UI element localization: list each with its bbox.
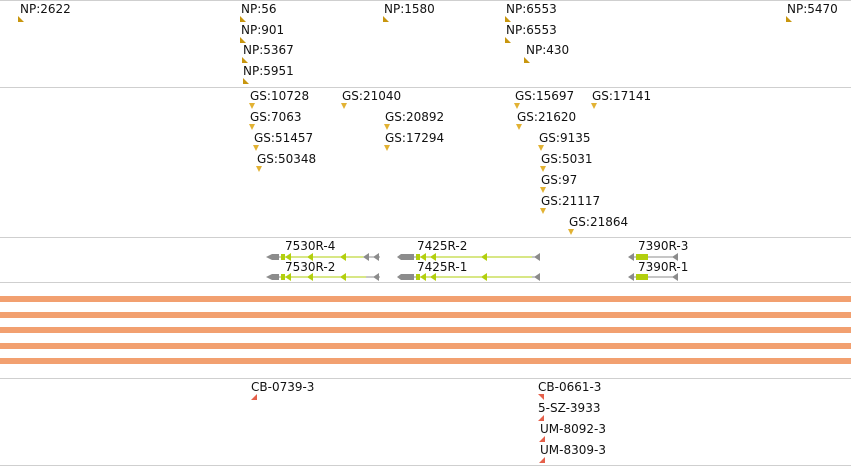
gs-marker-icon xyxy=(540,166,546,172)
gs-feature-label: GS:21040 xyxy=(342,89,402,103)
gs-feature-label: GS:5031 xyxy=(541,152,593,166)
gene-model-7390R-3[interactable] xyxy=(628,253,678,261)
cb-marker-icon xyxy=(539,457,545,463)
np-marker-icon xyxy=(240,16,246,22)
gene-label: 7425R-1 xyxy=(417,260,468,274)
band-bar[interactable] xyxy=(0,312,851,318)
gs-feature-label: GS:7063 xyxy=(250,110,302,124)
np-marker-icon xyxy=(383,16,389,22)
gs-marker-icon xyxy=(591,103,597,109)
gene-label: 7530R-4 xyxy=(285,239,336,253)
band-bar[interactable] xyxy=(0,327,851,333)
gs-feature-label: GS:21117 xyxy=(541,194,601,208)
band-bar[interactable] xyxy=(0,358,851,364)
gs-marker-icon xyxy=(514,103,520,109)
gs-feature-label: GS:17294 xyxy=(385,131,445,145)
cb-marker-icon xyxy=(539,436,545,442)
gene-model-7425R-1[interactable] xyxy=(397,273,540,281)
gs-marker-icon xyxy=(568,229,574,235)
cb-feature-label: CB-0661-3 xyxy=(538,380,602,394)
cb-marker-icon xyxy=(538,394,544,400)
track-separator-gs-genes xyxy=(0,237,851,238)
band-bar[interactable] xyxy=(0,296,851,302)
np-marker-icon xyxy=(786,16,792,22)
gene-model-7530R-4[interactable] xyxy=(266,253,380,261)
gs-marker-icon xyxy=(516,124,522,130)
np-marker-icon xyxy=(242,57,248,63)
gs-marker-icon xyxy=(249,103,255,109)
gene-model-7390R-1[interactable] xyxy=(628,273,678,281)
cb-feature-label: UM-8309-3 xyxy=(540,443,606,457)
np-feature-label: NP:6553 xyxy=(506,2,557,16)
gene-label: 7425R-2 xyxy=(417,239,468,253)
gene-glyphs xyxy=(266,253,678,281)
cb-feature-label: CB-0739-3 xyxy=(251,380,315,394)
gs-feature-label: GS:51457 xyxy=(254,131,314,145)
gs-marker-icon xyxy=(540,187,546,193)
track-separator-genes-bands xyxy=(0,282,851,283)
cb-feature-label: UM-8092-3 xyxy=(540,422,606,436)
np-marker-icon xyxy=(505,37,511,43)
track-separator-top xyxy=(0,0,851,1)
track-separator-bands-cb xyxy=(0,378,851,379)
gs-feature-label: GS:20892 xyxy=(385,110,445,124)
gene-label: 7530R-2 xyxy=(285,260,336,274)
gs-marker-icon xyxy=(249,124,255,130)
gs-marker-icon xyxy=(538,145,544,151)
cb-marker-icon xyxy=(251,394,257,400)
gs-marker-icon xyxy=(540,208,546,214)
track-separator-np-gs xyxy=(0,87,851,88)
gs-feature-label: GS:21620 xyxy=(517,110,577,124)
np-feature-label: NP:6553 xyxy=(506,23,557,37)
gs-marker-icon xyxy=(384,124,390,130)
gs-marker-icon xyxy=(253,145,259,151)
gs-marker-icon xyxy=(341,103,347,109)
np-feature-label: NP:1580 xyxy=(384,2,435,16)
np-feature-label: NP:56 xyxy=(241,2,277,16)
gene-model-7530R-2[interactable] xyxy=(266,273,380,281)
np-feature-label: NP:5470 xyxy=(787,2,838,16)
gs-feature-label: GS:97 xyxy=(541,173,578,187)
np-feature-label: NP:5367 xyxy=(243,43,294,57)
np-feature-label: NP:5951 xyxy=(243,64,294,78)
np-marker-icon xyxy=(240,37,246,43)
np-marker-icon xyxy=(505,16,511,22)
np-marker-icon xyxy=(243,78,249,84)
np-feature-label: NP:2622 xyxy=(20,2,71,16)
np-marker-icon xyxy=(18,16,24,22)
cb-feature-label: 5-SZ-3933 xyxy=(538,401,601,415)
gs-feature-label: GS:15697 xyxy=(515,89,575,103)
gs-feature-label: GS:9135 xyxy=(539,131,591,145)
np-feature-label: NP:430 xyxy=(526,43,570,57)
np-feature-label: NP:901 xyxy=(241,23,285,37)
np-marker-icon xyxy=(524,57,530,63)
gs-marker-icon xyxy=(384,145,390,151)
gs-marker-icon xyxy=(256,166,262,172)
cb-marker-icon xyxy=(538,415,544,421)
gene-model-7425R-2[interactable] xyxy=(397,253,540,261)
gs-feature-label: GS:50348 xyxy=(257,152,317,166)
gs-feature-label: GS:10728 xyxy=(250,89,310,103)
gene-label: 7390R-3 xyxy=(638,239,689,253)
gs-feature-label: GS:21864 xyxy=(569,215,629,229)
gs-feature-label: GS:17141 xyxy=(592,89,652,103)
gene-label: 7390R-1 xyxy=(638,260,689,274)
band-bar[interactable] xyxy=(0,343,851,349)
